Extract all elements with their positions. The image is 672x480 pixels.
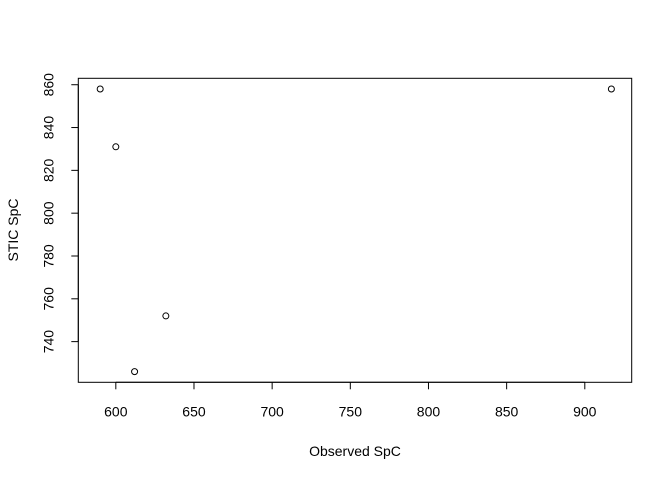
y-tick-label: 820 bbox=[40, 158, 56, 182]
data-point bbox=[162, 312, 170, 320]
x-tick-label: 650 bbox=[182, 403, 206, 419]
y-axis-label: STIC SpC bbox=[5, 198, 21, 261]
data-points bbox=[96, 85, 615, 376]
x-axis-label: Observed SpC bbox=[309, 443, 401, 459]
x-tick-label: 700 bbox=[260, 403, 284, 419]
data-point bbox=[112, 143, 120, 151]
x-tick-label: 800 bbox=[417, 403, 441, 419]
x-tick-label: 900 bbox=[573, 403, 597, 419]
y-tick-label: 760 bbox=[40, 287, 56, 311]
x-tick-label: 850 bbox=[495, 403, 519, 419]
x-tick-label: 600 bbox=[104, 403, 128, 419]
y-tick-label: 860 bbox=[40, 73, 56, 97]
y-tick-label: 740 bbox=[40, 330, 56, 354]
y-axis: 740 760 780 800 820 840 860 bbox=[40, 73, 79, 354]
plot-box bbox=[77, 77, 633, 383]
data-point bbox=[607, 85, 615, 93]
x-axis: 600 650 700 750 800 850 900 bbox=[104, 381, 597, 419]
y-tick-label: 840 bbox=[40, 116, 56, 140]
data-point bbox=[96, 85, 104, 93]
y-tick-label: 800 bbox=[40, 201, 56, 225]
x-tick-label: 750 bbox=[339, 403, 363, 419]
data-point bbox=[131, 368, 139, 376]
y-tick-label: 780 bbox=[40, 244, 56, 268]
